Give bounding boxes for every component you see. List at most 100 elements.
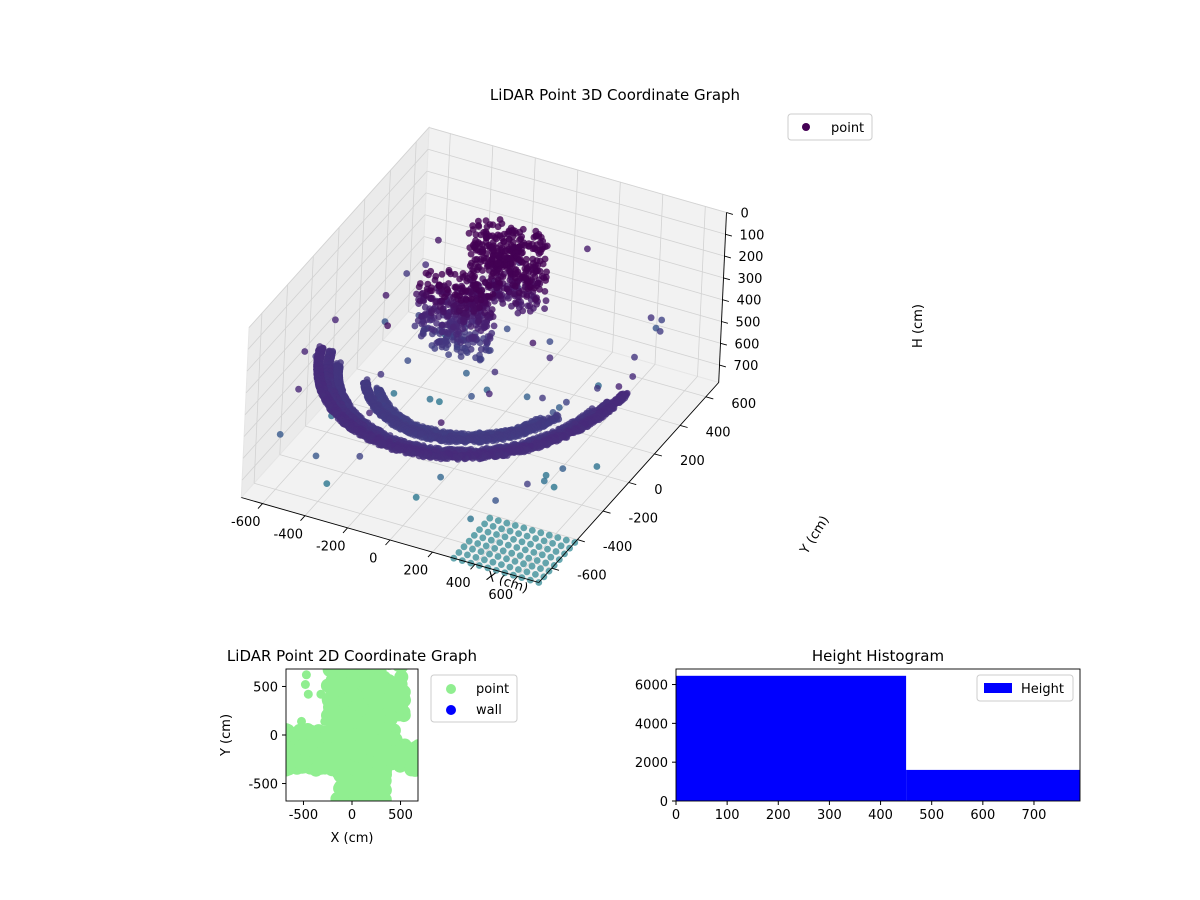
data-point: [518, 538, 526, 546]
z-tick: [721, 321, 729, 324]
grid-line: [247, 149, 429, 350]
data-point: [300, 680, 310, 689]
data-point: [506, 255, 514, 262]
data-point: [377, 370, 385, 378]
x-tick-label: 400: [446, 576, 471, 591]
data-point: [473, 255, 481, 263]
data-point: [469, 545, 476, 553]
data-point: [456, 307, 464, 314]
x-tick-label: -200: [316, 539, 346, 554]
data-point: [467, 250, 475, 258]
data-point: [376, 779, 391, 794]
data-point: [428, 287, 435, 295]
data-point: [523, 568, 531, 576]
data-point: [541, 305, 548, 312]
data-point: [482, 542, 490, 550]
data-point: [484, 242, 491, 250]
data-point: [498, 561, 505, 568]
data-point: [467, 295, 475, 303]
data-point: [411, 322, 419, 330]
data-point: [463, 369, 470, 377]
data-point: [493, 531, 500, 538]
data-point: [394, 699, 408, 714]
data-point: [370, 755, 385, 770]
data-point: [472, 554, 480, 561]
data-point: [526, 302, 534, 310]
data-point: [336, 679, 351, 694]
data-point: [464, 551, 471, 559]
data-point: [462, 287, 470, 295]
z-tick-label: 0: [741, 207, 749, 222]
data-point: [472, 354, 479, 362]
data-point: [427, 309, 435, 317]
x-tick-label: 0: [348, 808, 356, 823]
z-tick: [724, 255, 732, 259]
data-point: [297, 716, 306, 726]
data-point: [444, 286, 451, 294]
data-point: [468, 259, 475, 267]
data-point: [493, 284, 500, 292]
x-tick-label: -600: [231, 515, 261, 530]
grid-line: [243, 236, 425, 437]
grid-line: [253, 313, 263, 484]
data-point: [472, 285, 480, 293]
data-point: [516, 552, 524, 559]
data-point: [504, 541, 512, 549]
data-point: [515, 566, 522, 573]
data-point: [539, 260, 547, 268]
z-tick: [723, 277, 731, 281]
data-point: [477, 327, 485, 335]
data-point: [303, 689, 313, 699]
data-point: [481, 556, 488, 564]
data-point: [503, 555, 510, 563]
data-point: [501, 247, 509, 255]
data-point: [522, 267, 530, 275]
data-point: [543, 268, 550, 276]
y-tick-label: -500: [248, 778, 278, 793]
data-point: [541, 288, 549, 295]
data-point: [511, 522, 519, 529]
data-point: [593, 463, 601, 470]
y-tick: [602, 510, 611, 514]
data-point: [520, 524, 528, 532]
data-point: [528, 527, 536, 534]
data-point: [449, 323, 457, 331]
data-point: [509, 260, 517, 268]
data-point: [526, 307, 534, 315]
data-point: [523, 393, 531, 401]
data-point: [479, 267, 486, 274]
data-point: [492, 497, 499, 504]
data-point: [438, 270, 446, 278]
data-point: [468, 392, 475, 400]
data-point: [436, 303, 444, 311]
data-point: [477, 291, 485, 298]
x-tick-label: 0: [369, 552, 377, 567]
data-point: [521, 546, 529, 554]
data-point: [487, 536, 495, 544]
grid-line: [654, 194, 664, 365]
data-point: [422, 269, 430, 277]
data-point: [499, 300, 507, 307]
data-point: [426, 395, 434, 403]
data-point: [563, 398, 570, 406]
data-point: [536, 267, 544, 275]
data-point: [416, 297, 424, 305]
data-point: [462, 304, 470, 312]
data-point: [470, 532, 478, 539]
data-point: [417, 430, 425, 438]
data-point: [489, 246, 497, 254]
data-point: [532, 571, 539, 578]
data-point: [542, 471, 550, 479]
data-point: [511, 558, 519, 565]
data-point: [455, 549, 463, 556]
z-tick-label: 400: [737, 294, 762, 309]
z-tick: [720, 342, 728, 346]
data-point: [522, 260, 530, 268]
data-point: [438, 321, 446, 329]
data-point: [456, 275, 463, 283]
data-point: [532, 295, 540, 303]
x-tick-label: -400: [274, 527, 304, 542]
data-point: [536, 280, 544, 288]
data-point: [403, 270, 411, 277]
data-point: [503, 519, 511, 527]
